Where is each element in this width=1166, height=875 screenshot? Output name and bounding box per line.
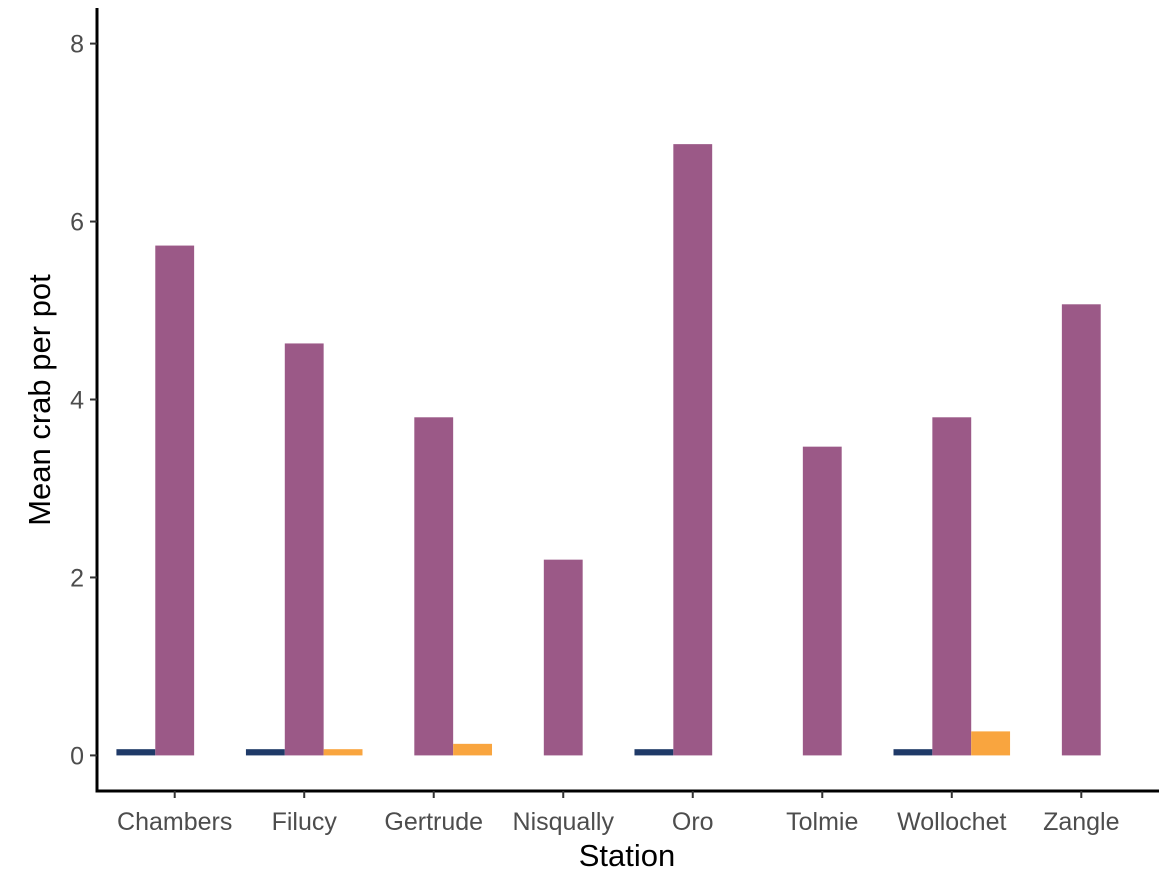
x-tick-label-filucy: Filucy [272,808,338,836]
x-tick-label-gertrude: Gertrude [384,808,483,836]
x-tick-label-nisqually: Nisqually [513,808,615,836]
bar-chambers-series-2 [155,245,195,756]
bar-nisqually-series-2 [543,559,583,756]
x-tick-label-chambers: Chambers [117,808,232,836]
y-tick-label: 0 [70,742,84,770]
bar-wollochet-series-2 [932,417,972,756]
bar-wollochet-series-1 [893,749,933,756]
bar-filucy-series-2 [284,343,324,756]
x-axis-title: Station [579,838,676,873]
y-tick-label: 6 [70,209,84,237]
bar-oro-series-1 [634,749,674,756]
x-tick-label-oro: Oro [672,808,714,836]
bar-filucy-series-1 [245,749,285,756]
y-tick-label: 8 [70,31,84,59]
y-tick-label: 4 [70,387,84,415]
bar-oro-series-2 [673,144,713,756]
bars-layer [116,144,1101,756]
bar-filucy-series-3 [323,749,363,756]
x-ticks: Chambers Filucy Gertrude Nisqually Oro Tolmie… [117,791,1120,836]
bar-zangle-series-2 [1061,304,1101,756]
bar-tolmie-series-2 [802,446,842,756]
x-tick-label-tolmie: Tolmie [786,808,858,836]
bar-gertrude-series-3 [453,743,493,756]
bar-wollochet-series-3 [971,731,1011,756]
y-ticks: 0 2 4 6 8 [70,31,97,770]
x-tick-label-wollochet: Wollochet [897,808,1006,836]
y-tick-label: 2 [70,564,84,592]
x-tick-label-zangle: Zangle [1043,808,1119,836]
bar-gertrude-series-2 [414,417,454,756]
bar-chambers-series-1 [116,749,156,756]
y-axis-title: Mean crab per pot [22,274,57,526]
axes-layer [95,8,1159,793]
